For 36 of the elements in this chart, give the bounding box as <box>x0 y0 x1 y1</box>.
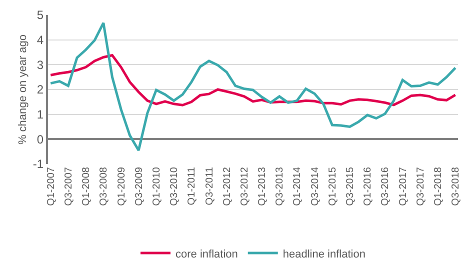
x-tick-label: Q1-2017 <box>398 166 409 206</box>
x-tick-label: Q3-2017 <box>415 166 426 206</box>
x-tick-label: Q1-2012 <box>222 166 233 206</box>
x-tick-label: Q1-2013 <box>257 166 268 206</box>
x-tick-label: Q3-2007 <box>63 166 74 206</box>
x-tick-label: Q3-2013 <box>274 166 286 206</box>
y-tick-label: -1 <box>32 157 44 172</box>
x-tick-label: Q1-2010 <box>151 166 162 206</box>
x-tick-label: Q3-2008 <box>98 166 110 206</box>
x-tick-label: Q1-2011 <box>186 166 198 206</box>
x-tick-label: Q3-2014 <box>310 166 321 206</box>
x-tick-label: Q1-2007 <box>46 166 57 206</box>
x-tick-label: Q3-2018 <box>450 166 462 206</box>
x-tick-label: Q3-2009 <box>134 166 145 206</box>
x-tick-label: Q3-2016 <box>380 166 392 206</box>
x-tick-label: Q1-2018 <box>433 166 444 206</box>
x-tick-label: Q1-2015 <box>327 166 338 206</box>
y-tick-label: 3 <box>36 58 44 72</box>
legend-label: headline inflation <box>282 248 366 260</box>
legend-label: core inflation <box>176 248 238 260</box>
line-series <box>49 54 457 106</box>
x-tick-label: Q1-2016 <box>362 166 374 206</box>
x-tick-label: Q3-2011 <box>204 166 216 206</box>
y-tick-label: 0 <box>36 132 44 146</box>
y-tick-label: 5 <box>36 8 44 22</box>
line-series <box>49 22 457 152</box>
x-tick-label: Q3-2010 <box>169 166 180 206</box>
y-tick-label: 1 <box>36 108 44 122</box>
x-tick-label: Q1-2009 <box>116 166 128 206</box>
x-tick-label: Q1-2008 <box>81 166 92 206</box>
x-tick-label: Q1-2014 <box>292 166 304 206</box>
x-tick-label: Q3-2015 <box>345 166 356 206</box>
y-axis-title: % change on year ago <box>17 34 30 145</box>
y-tick-label: 2 <box>36 82 44 97</box>
y-tick-label: 4 <box>36 33 44 48</box>
x-tick-label: Q3-2012 <box>239 166 250 206</box>
